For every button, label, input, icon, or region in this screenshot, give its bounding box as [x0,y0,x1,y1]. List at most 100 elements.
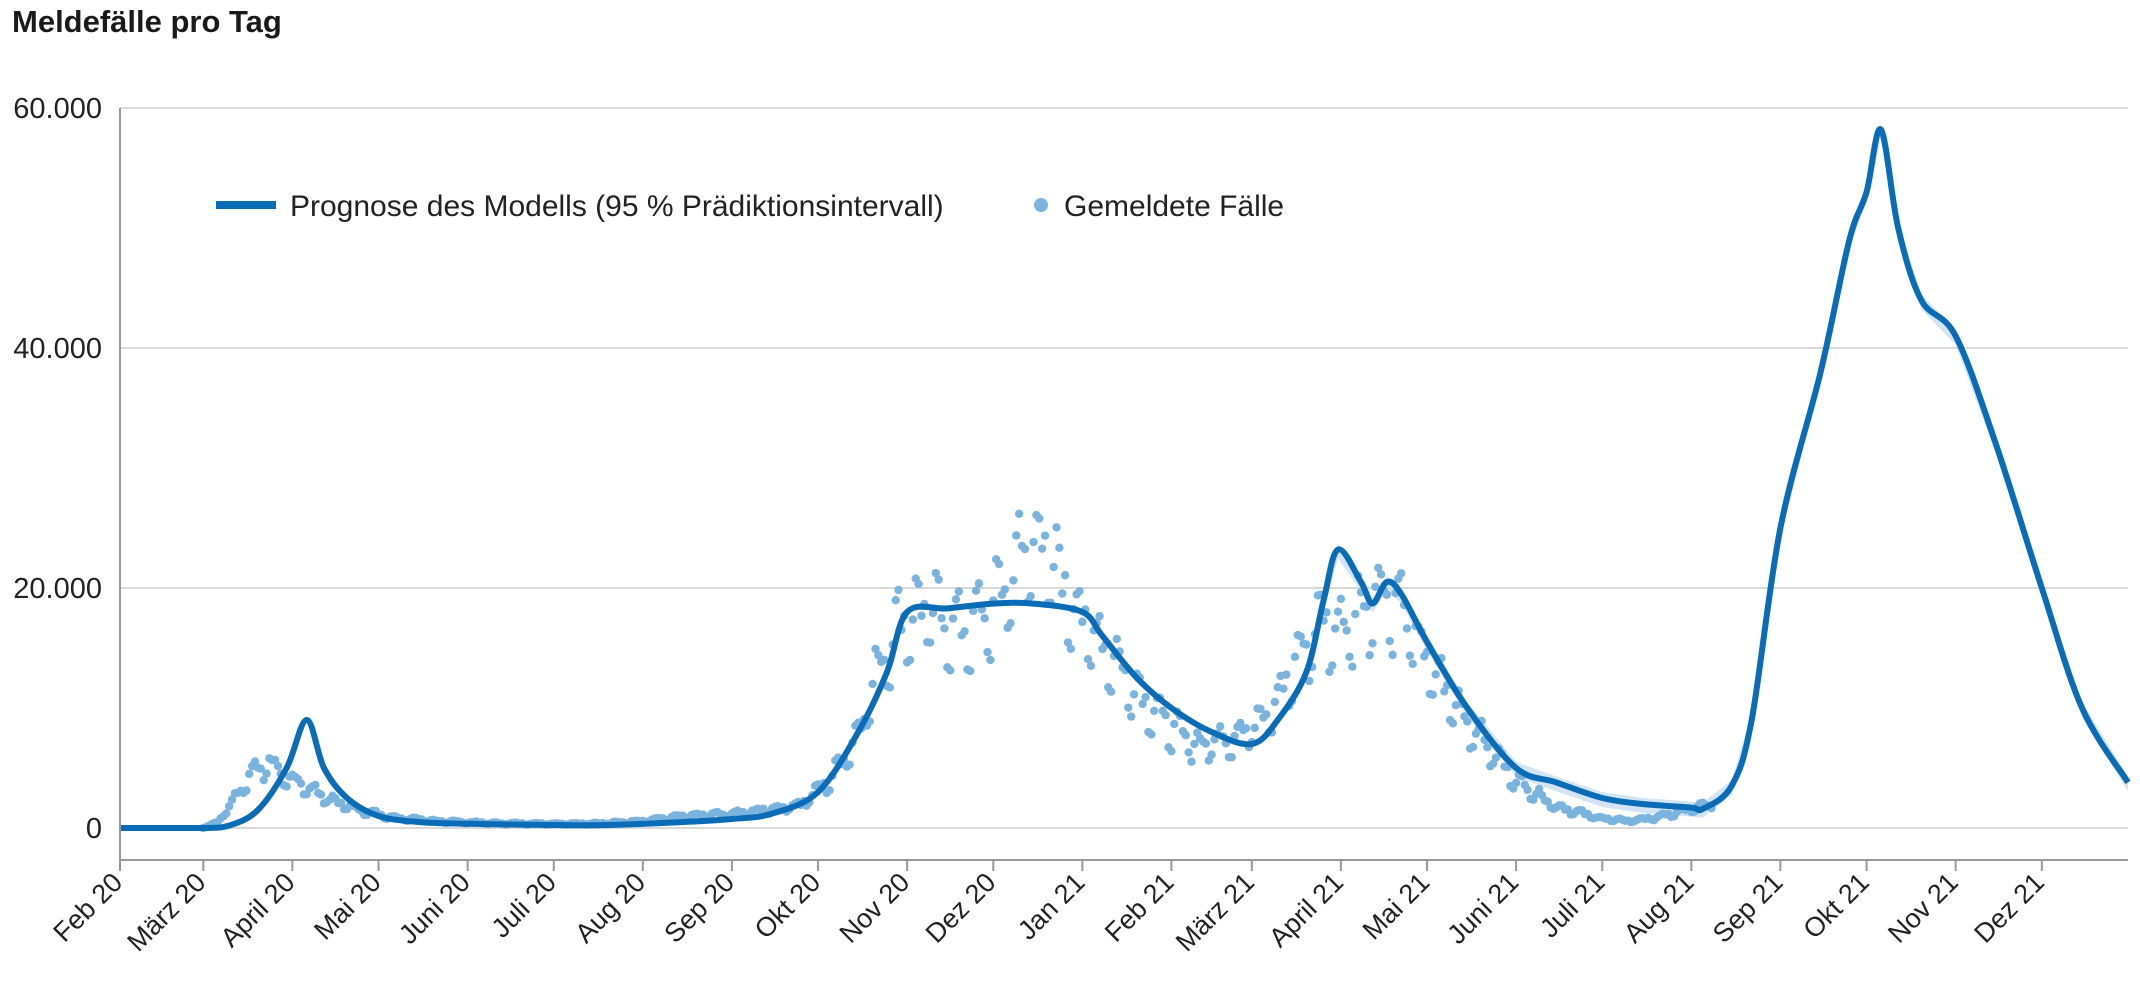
reported-case-point [1302,640,1311,649]
reported-case-point [1431,670,1440,679]
x-tick-label: Jan 21 [1012,867,1091,946]
reported-case-point [1402,624,1412,633]
reported-case-point [928,608,938,618]
reported-case-point [224,802,234,811]
reported-case-point [940,624,949,633]
reported-case-point [874,650,883,660]
reported-case-point [908,615,918,624]
reported-case-point [1523,785,1532,795]
reported-case-point [336,798,346,808]
x-tick-label: Okt 21 [1797,867,1874,944]
reported-case-point [1055,543,1064,552]
reported-case-point [1141,692,1150,702]
reported-case-point [954,587,964,596]
reported-case-point [845,760,854,769]
reported-case-point [1241,724,1251,733]
reported-case-point [1052,523,1061,532]
reported-case-point [273,761,283,771]
reported-case-point [946,666,955,675]
reported-case-point [1270,697,1280,707]
reported-case-point [891,595,900,605]
reported-case-point [1207,750,1216,759]
reported-case-point [1305,676,1314,686]
reported-case-point [1261,710,1271,719]
reported-case-point [986,655,995,665]
reported-case-point [871,644,880,654]
x-tick-label: Aug 20 [569,867,651,949]
reported-case-point [917,611,926,620]
reported-case-point [951,595,961,604]
reported-case-point [1483,743,1492,752]
reported-case-point [868,679,877,689]
reported-case-point [914,579,923,589]
x-tick-label: Juli 20 [486,867,562,943]
reported-case-point [1000,585,1009,594]
y-tick-label: 40.000 [13,333,102,365]
reported-case-point [1351,609,1360,619]
reported-case-point [1138,699,1147,709]
model-forecast-series [119,126,2131,832]
reported-case-point [1037,544,1047,553]
reported-case-point [1049,562,1058,572]
reported-case-point [931,568,941,578]
reported-case-point [316,790,326,799]
reported-case-point [1216,722,1225,731]
x-tick-label: März 20 [121,867,211,957]
reported-case-point [1256,704,1265,714]
reported-case-point [1371,582,1380,592]
reported-case-point [1066,644,1076,653]
reported-case-point [1250,723,1259,733]
reported-case-point [1328,661,1337,670]
reported-case-point [1078,617,1087,627]
reported-case-point [1345,652,1354,662]
reported-case-point [879,655,889,664]
reported-case-point [1014,509,1024,518]
reported-case-point [1012,531,1021,540]
reported-case-point [1534,784,1544,794]
reported-case-point [1448,719,1458,728]
legend-model-label: Prognose des Modells (95 % Prädiktionsin… [290,190,944,223]
x-tick-label: Feb 21 [1099,867,1180,948]
reported-case-point [1382,590,1392,599]
reported-case-point [1491,753,1501,762]
reported-case-point [1147,730,1156,739]
x-tick-label: Dez 20 [920,867,1002,949]
reported-case-point [1187,757,1196,766]
reported-case-point [1227,753,1236,762]
reported-case-point [1290,652,1300,662]
reported-case-point [1129,690,1139,699]
reported-cases-series [199,509,1716,833]
reported-case-point [1339,617,1348,627]
reported-case-point [1058,589,1067,598]
reported-case-point [1336,594,1346,603]
reported-case-point [250,757,260,766]
reported-case-point [1086,661,1096,671]
reported-case-point [974,579,984,588]
reported-case-point [1296,632,1305,641]
reported-case-point [282,782,291,791]
reported-case-point [1060,571,1070,580]
reported-case-point [262,769,271,778]
reported-case-point [948,614,958,623]
reported-case-point [1009,576,1018,585]
reported-case-point [242,786,251,795]
x-tick-label: April 21 [1263,867,1349,953]
x-tick-label: Sep 20 [658,867,740,949]
reported-case-point [1385,636,1394,646]
reported-case-point [1374,563,1383,573]
x-tick-label: Dez 21 [1968,867,2050,949]
legend-reported-label: Gemeldete Fälle [1064,190,1284,223]
reported-case-point [1368,639,1377,648]
reported-case-point [1405,651,1415,660]
reported-case-point [1376,570,1386,579]
reported-case-point [1029,537,1038,547]
reported-case-point [1365,651,1374,660]
reported-case-point [925,638,935,647]
reported-case-point [1075,587,1084,596]
reported-case-point [894,585,903,595]
x-tick-label: Mai 20 [308,867,387,946]
x-tick-label: Nov 20 [834,867,916,949]
x-tick-label: Feb 20 [48,867,129,948]
reported-case-point [960,627,969,636]
reported-case-point [825,786,834,795]
